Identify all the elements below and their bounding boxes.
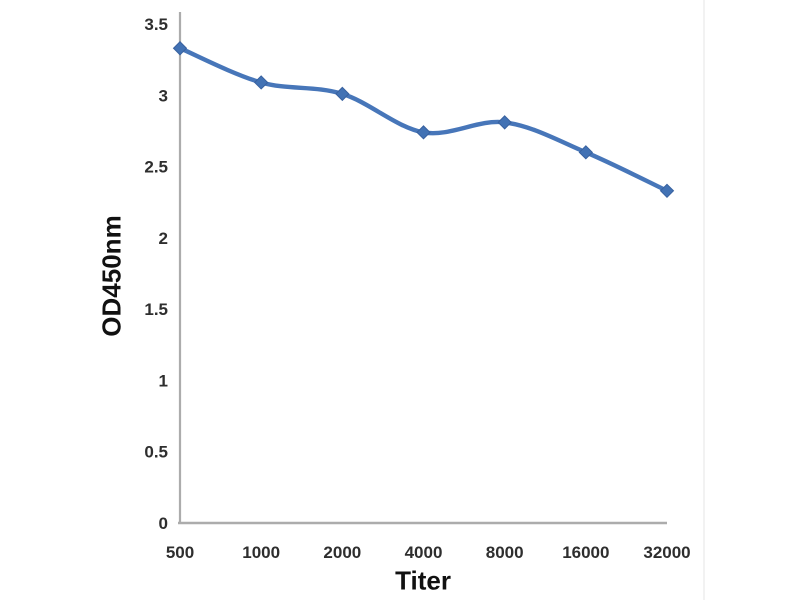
x-tick-label: 16000 (562, 543, 609, 562)
data-point-marker (253, 75, 269, 90)
data-point-marker (578, 145, 594, 160)
y-tick-label: 2 (159, 229, 168, 248)
x-tick-label: 2000 (323, 543, 361, 562)
y-tick-label: 0 (159, 514, 168, 533)
y-tick-label: 3.5 (144, 15, 168, 34)
y-tick-label: 3 (159, 86, 168, 105)
x-axis-title: Titer (395, 565, 451, 596)
data-point-marker (172, 41, 188, 56)
data-point-marker (416, 125, 431, 140)
x-tick-label: 500 (166, 543, 194, 562)
y-tick-label: 2.5 (144, 158, 168, 177)
series-line (177, 46, 670, 193)
data-point-marker (659, 183, 675, 199)
y-tick-label: 0.5 (144, 443, 168, 462)
data-point-marker (497, 115, 512, 130)
data-point-marker (335, 86, 350, 102)
y-tick-label: 1 (159, 371, 168, 390)
x-tick-label: 1000 (242, 543, 280, 562)
y-tick-label: 1.5 (144, 300, 168, 319)
x-tick-label: 4000 (405, 543, 443, 562)
y-axis-title: OD450nm (96, 215, 127, 337)
image-right-edge (703, 0, 705, 600)
x-tick-label: 8000 (486, 543, 524, 562)
x-tick-label: 32000 (643, 543, 690, 562)
